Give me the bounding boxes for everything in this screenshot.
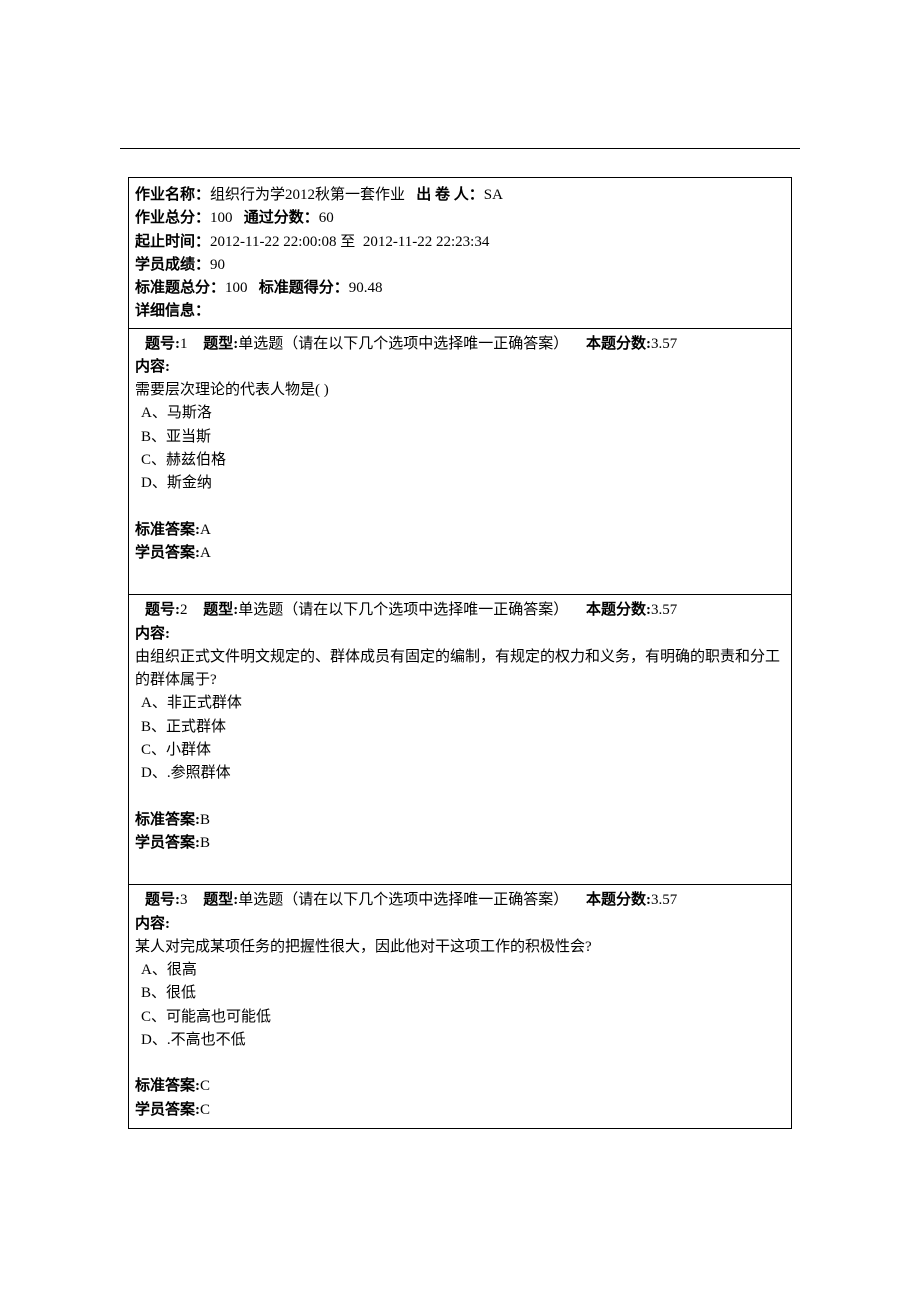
author-label: 出 卷 人： (416, 187, 484, 203)
std-total-label: 标准题总分： (135, 280, 225, 296)
q-type-label: 题型: (203, 602, 238, 618)
std-answer-label: 标准答案: (135, 1078, 200, 1094)
q-score-label: 本题分数: (586, 336, 651, 352)
assignment-name-label: 作业名称： (135, 187, 210, 203)
student-answer: C (200, 1102, 210, 1118)
option: B、很低 (141, 982, 785, 1005)
option: C、赫兹伯格 (141, 449, 785, 472)
option: D、.参照群体 (141, 762, 785, 785)
std-answer: C (200, 1078, 210, 1094)
option: D、.不高也不低 (141, 1029, 785, 1052)
page: 作业名称：组织行为学2012秋第一套作业 出 卷 人：SA 作业总分：100 通… (0, 0, 920, 1129)
student-score: 90 (210, 257, 225, 273)
pass-score-label: 通过分数： (244, 210, 319, 226)
row-student-score: 学员成绩：90 (135, 254, 785, 277)
question-body: 某人对完成某项任务的把握性很大，因此他对干这项工作的积极性会? (135, 936, 785, 959)
q-num-label: 题号: (145, 892, 180, 908)
content-label: 内容: (135, 916, 170, 932)
time-label: 起止时间： (135, 234, 210, 250)
std-answer: B (200, 812, 210, 828)
q-type: 单选题（请在以下几个选项中选择唯一正确答案） (238, 336, 568, 352)
time-to: 至 (340, 234, 355, 250)
row-detail: 详细信息： (135, 300, 785, 323)
spacer (135, 1052, 785, 1075)
q-num: 3 (180, 892, 188, 908)
total-score-label: 作业总分： (135, 210, 210, 226)
question-header: 题号:3 题型:单选题（请在以下几个选项中选择唯一正确答案） 本题分数:3.57 (135, 889, 785, 912)
row-total-score: 作业总分：100 通过分数：60 (135, 207, 785, 230)
spacer (135, 855, 785, 878)
q-num: 1 (180, 336, 188, 352)
question-body: 需要层次理论的代表人物是( ) (135, 379, 785, 402)
std-answer-label: 标准答案: (135, 522, 200, 538)
question-block: 题号:3 题型:单选题（请在以下几个选项中选择唯一正确答案） 本题分数:3.57… (129, 885, 791, 1128)
q-type: 单选题（请在以下几个选项中选择唯一正确答案） (238, 602, 568, 618)
pass-score: 60 (319, 210, 334, 226)
option: A、非正式群体 (141, 692, 785, 715)
q-num-label: 题号: (145, 602, 180, 618)
content-label: 内容: (135, 626, 170, 642)
std-got-label: 标准题得分： (259, 280, 349, 296)
time-start: 2012-11-22 22:00:08 (210, 234, 337, 250)
std-answer: A (200, 522, 211, 538)
q-score: 3.57 (651, 336, 677, 352)
q-type-label: 题型: (203, 336, 238, 352)
option: D、斯金纳 (141, 472, 785, 495)
row-time: 起止时间：2012-11-22 22:00:08 至 2012-11-22 22… (135, 231, 785, 254)
content-label: 内容: (135, 359, 170, 375)
std-answer-label: 标准答案: (135, 812, 200, 828)
total-score: 100 (210, 210, 233, 226)
student-score-label: 学员成绩： (135, 257, 210, 273)
spacer (135, 565, 785, 588)
question-block: 题号:1 题型:单选题（请在以下几个选项中选择唯一正确答案） 本题分数:3.57… (129, 329, 791, 596)
std-total: 100 (225, 280, 248, 296)
question-header: 题号:2 题型:单选题（请在以下几个选项中选择唯一正确答案） 本题分数:3.57 (135, 599, 785, 622)
student-answer-label: 学员答案: (135, 835, 200, 851)
q-num-label: 题号: (145, 336, 180, 352)
q-score-label: 本题分数: (586, 892, 651, 908)
q-num: 2 (180, 602, 188, 618)
option: C、可能高也可能低 (141, 1006, 785, 1029)
option: B、亚当斯 (141, 426, 785, 449)
student-answer-label: 学员答案: (135, 545, 200, 561)
row-std: 标准题总分：100 标准题得分：90.48 (135, 277, 785, 300)
question-block: 题号:2 题型:单选题（请在以下几个选项中选择唯一正确答案） 本题分数:3.57… (129, 595, 791, 885)
question-body: 由组织正式文件明文规定的、群体成员有固定的编制，有规定的权力和义务，有明确的职责… (135, 646, 785, 693)
std-got: 90.48 (349, 280, 383, 296)
q-type-label: 题型: (203, 892, 238, 908)
student-answer: B (200, 835, 210, 851)
q-score: 3.57 (651, 602, 677, 618)
assignment-header: 作业名称：组织行为学2012秋第一套作业 出 卷 人：SA 作业总分：100 通… (129, 178, 791, 329)
outer-table: 作业名称：组织行为学2012秋第一套作业 出 卷 人：SA 作业总分：100 通… (128, 177, 792, 1129)
spacer (135, 495, 785, 518)
row-assignment-name: 作业名称：组织行为学2012秋第一套作业 出 卷 人：SA (135, 184, 785, 207)
option: A、很高 (141, 959, 785, 982)
detail-label: 详细信息： (135, 303, 210, 319)
author: SA (484, 187, 503, 203)
option: B、正式群体 (141, 716, 785, 739)
assignment-name: 组织行为学2012秋第一套作业 (210, 187, 405, 203)
option: C、小群体 (141, 739, 785, 762)
q-type: 单选题（请在以下几个选项中选择唯一正确答案） (238, 892, 568, 908)
time-end: 2012-11-22 22:23:34 (363, 234, 490, 250)
top-rule (120, 148, 800, 149)
student-answer: A (200, 545, 211, 561)
q-score-label: 本题分数: (586, 602, 651, 618)
spacer (135, 785, 785, 808)
question-header: 题号:1 题型:单选题（请在以下几个选项中选择唯一正确答案） 本题分数:3.57 (135, 333, 785, 356)
option: A、马斯洛 (141, 402, 785, 425)
q-score: 3.57 (651, 892, 677, 908)
student-answer-label: 学员答案: (135, 1102, 200, 1118)
